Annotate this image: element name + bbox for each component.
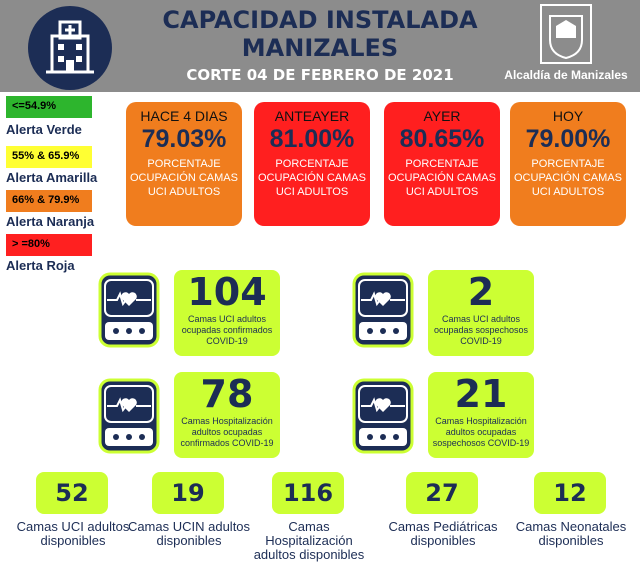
card-title: HOY	[552, 108, 584, 124]
legend-orange-label: Alerta Naranja	[6, 214, 95, 229]
stat-value: 2	[467, 270, 495, 314]
heart-monitor-icon	[352, 272, 414, 348]
legend-red-label: Alerta Roja	[6, 258, 75, 273]
org-name: Alcaldía de Manizales	[504, 68, 628, 82]
municipal-crest-icon	[540, 4, 592, 64]
legend-yellow-range: 55% & 65.9%	[6, 146, 92, 168]
legend-orange-range: 66% & 79.9%	[6, 190, 92, 212]
available-uci-value: 52	[36, 472, 108, 514]
card-description: PORCENTAJE OCUPACIÓN CAMAS UCI ADULTOS	[130, 158, 238, 198]
card-description: PORCENTAJE OCUPACIÓN CAMAS UCI ADULTOS	[514, 158, 622, 198]
available-neonatal-label: Camas Neonatales disponibles	[515, 519, 627, 548]
stat-uci-suspected: 2 Camas UCI adultos ocupadas sospechosos…	[428, 270, 534, 356]
card-value: 79.03%	[141, 125, 227, 153]
stat-description: Camas Hospitalización adultos ocupadas s…	[432, 416, 530, 448]
available-hosp-value: 116	[272, 472, 344, 514]
available-ucin-value: 19	[152, 472, 224, 514]
card-title: AYER	[423, 108, 461, 124]
page-title-line1: CAPACIDAD INSTALADA	[162, 6, 478, 34]
stat-description: Camas UCI adultos ocupadas sospechosos C…	[433, 314, 529, 346]
stat-hosp-suspected: 21 Camas Hospitalización adultos ocupada…	[428, 372, 534, 458]
heart-monitor-icon	[98, 378, 160, 454]
available-uci-label: Camas UCI adultos disponibles	[16, 519, 130, 548]
stat-value: 104	[187, 270, 267, 314]
stat-uci-confirmed: 104 Camas UCI adultos ocupadas confirmad…	[174, 270, 280, 356]
legend-green-label: Alerta Verde	[6, 122, 82, 137]
available-ucin-label: Camas UCIN adultos disponibles	[127, 519, 251, 548]
legend-red-range: > =80%	[6, 234, 92, 256]
stat-description: Camas Hospitalización adultos ocupadas c…	[180, 416, 274, 448]
occupancy-card-hoy: HOY 79.00% PORCENTAJE OCUPACIÓN CAMAS UC…	[510, 102, 626, 226]
card-value: 80.65%	[399, 125, 485, 153]
card-description: PORCENTAJE OCUPACIÓN CAMAS UCI ADULTOS	[388, 158, 496, 198]
stat-hosp-confirmed: 78 Camas Hospitalización adultos ocupada…	[174, 372, 280, 458]
card-value: 81.00%	[269, 125, 355, 153]
page-title-line2: MANIZALES	[241, 34, 399, 62]
card-description: PORCENTAJE OCUPACIÓN CAMAS UCI ADULTOS	[258, 158, 366, 198]
card-value: 79.00%	[525, 125, 611, 153]
heart-monitor-icon	[352, 378, 414, 454]
available-pediatric-value: 27	[406, 472, 478, 514]
stat-value: 78	[200, 372, 254, 416]
occupancy-card-ayer: AYER 80.65% PORCENTAJE OCUPACIÓN CAMAS U…	[384, 102, 500, 226]
hospital-building-icon	[28, 6, 112, 90]
available-neonatal-value: 12	[534, 472, 606, 514]
available-hosp-label: Camas Hospitalización adultos disponible…	[253, 519, 365, 562]
card-title: ANTEAYER	[274, 108, 350, 124]
stat-description: Camas UCI adultos ocupadas confirmados C…	[181, 314, 273, 346]
stat-value: 21	[454, 372, 508, 416]
card-title: HACE 4 DIAS	[140, 108, 228, 124]
heart-monitor-icon	[98, 272, 160, 348]
occupancy-card-anteayer: ANTEAYER 81.00% PORCENTAJE OCUPACIÓN CAM…	[254, 102, 370, 226]
cutoff-date: CORTE 04 DE FEBRERO DE 2021	[186, 66, 454, 84]
header-banner: CAPACIDAD INSTALADA MANIZALES CORTE 04 D…	[0, 0, 640, 92]
legend-yellow-label: Alerta Amarilla	[6, 170, 98, 185]
available-pediatric-label: Camas Pediátricas disponibles	[388, 519, 498, 548]
legend-green-range: <=54.9%	[6, 96, 92, 118]
occupancy-card-4-days-ago: HACE 4 DIAS 79.03% PORCENTAJE OCUPACIÓN …	[126, 102, 242, 226]
